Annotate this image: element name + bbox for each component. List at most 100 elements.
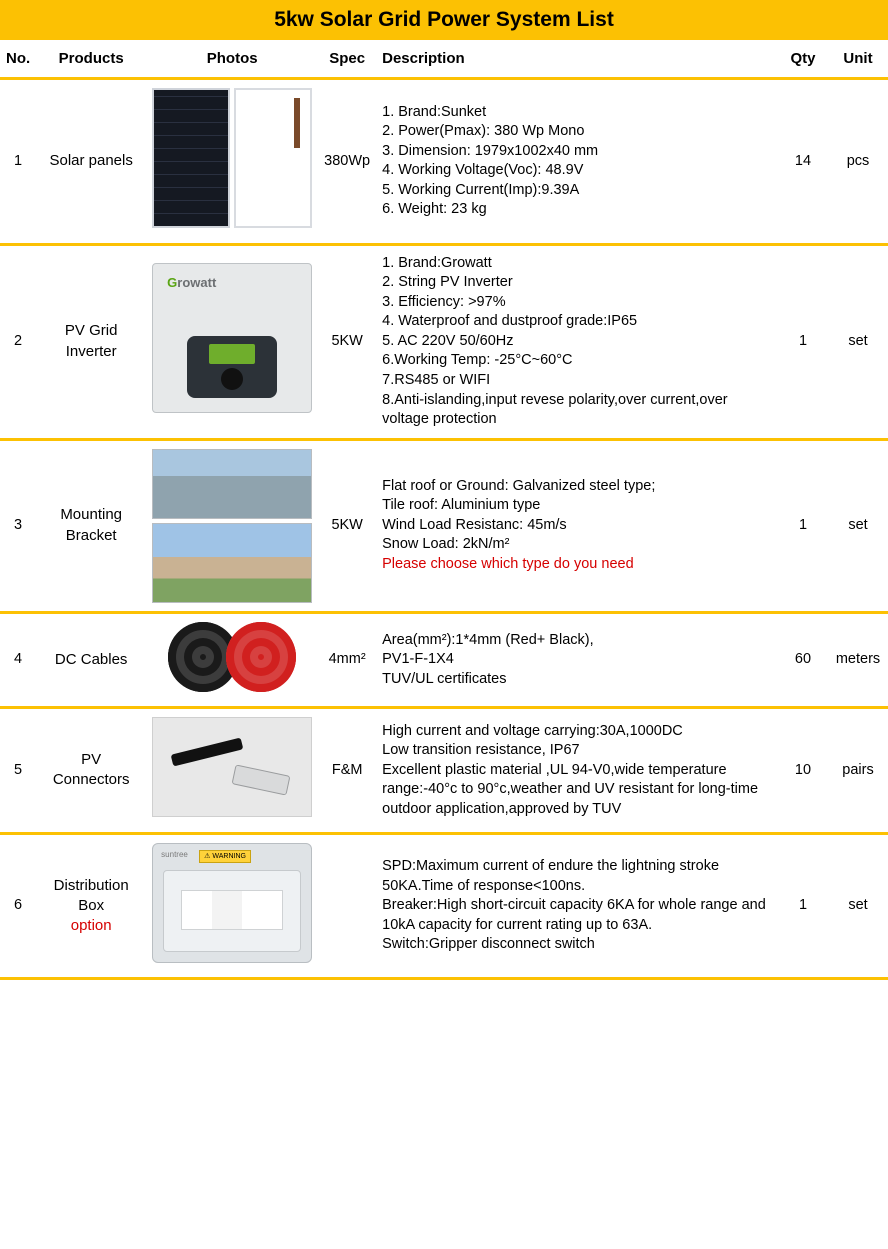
page-title: 5kw Solar Grid Power System List [0, 0, 888, 40]
table-row: 5 PV Connectors F&M High current and vol… [0, 708, 888, 834]
cell-qty: 1 [778, 833, 828, 979]
cell-photo [146, 612, 318, 708]
cell-photo [146, 439, 318, 612]
product-photo [152, 717, 312, 817]
warning-badge: ⚠ WARNING [199, 850, 251, 863]
mounting-ground-icon [152, 449, 312, 519]
cell-unit: pairs [828, 708, 888, 834]
cell-no: 6 [0, 833, 36, 979]
description-line: Excellent plastic material ,UL 94-V0,wid… [382, 761, 772, 820]
cell-description: Area(mm²):1*4mm (Red+ Black),PV1-F-1X4TU… [376, 612, 778, 708]
cell-qty: 10 [778, 708, 828, 834]
table-row: 4 DC Cables 4mm² Area(mm²):1*4mm (Red+ B… [0, 612, 888, 708]
cell-spec: F&M [318, 708, 376, 834]
description-line: 3. Efficiency: >97% [382, 293, 772, 313]
product-photo [174, 622, 290, 692]
product-option-label: option [71, 917, 112, 934]
cell-spec: 5KW [318, 244, 376, 439]
table-header-row: No. Products Photos Spec Description Qty… [0, 40, 888, 79]
col-unit: Unit [828, 40, 888, 79]
description-line: Snow Load: 2kN/m² [382, 535, 772, 555]
cell-unit: meters [828, 612, 888, 708]
description-line: Wind Load Resistanc: 45m/s [382, 516, 772, 536]
cell-no: 3 [0, 439, 36, 612]
description-line: 7.RS485 or WIFI [382, 371, 772, 391]
cell-product: Distribution Box option [36, 833, 146, 979]
cable-red-icon [226, 622, 296, 692]
cell-unit: set [828, 244, 888, 439]
cell-spec: 380Wp [318, 79, 376, 245]
inverter-icon: Growatt [152, 263, 312, 413]
solar-panel-icon [152, 88, 230, 228]
cell-product: DC Cables [36, 612, 146, 708]
pv-connector-icon [152, 717, 312, 817]
cell-spec [318, 833, 376, 979]
description-line: 1. Brand:Sunket [382, 103, 772, 123]
cell-photo: Growatt [146, 244, 318, 439]
cell-qty: 1 [778, 244, 828, 439]
description-line: Low transition resistance, IP67 [382, 741, 772, 761]
cell-no: 1 [0, 79, 36, 245]
cell-no: 5 [0, 708, 36, 834]
table-row: 2 PV Grid Inverter Growatt 5KW 1. Brand:… [0, 244, 888, 439]
product-name: Solar panels [49, 152, 132, 169]
product-photo: Growatt [152, 263, 312, 413]
description-line: Flat roof or Ground: Galvanized steel ty… [382, 477, 772, 497]
col-photos: Photos [146, 40, 318, 79]
cell-photo [146, 708, 318, 834]
description-line: Tile roof: Aluminium type [382, 496, 772, 516]
product-name: Mounting Bracket [60, 506, 122, 543]
col-description: Description [376, 40, 778, 79]
col-no: No. [0, 40, 36, 79]
solar-panel-back-icon [234, 88, 312, 228]
table-row: 3 Mounting Bracket 5KW Flat roof or Grou… [0, 439, 888, 612]
cell-product: Mounting Bracket [36, 439, 146, 612]
product-name: Distribution Box [54, 877, 129, 914]
product-name: PV Grid Inverter [65, 322, 118, 359]
cell-unit: set [828, 833, 888, 979]
cell-spec: 4mm² [318, 612, 376, 708]
table-row: 1 Solar panels 380Wp 1. Brand:Sunket2. P… [0, 79, 888, 245]
col-spec: Spec [318, 40, 376, 79]
description-line: 1. Brand:Growatt [382, 254, 772, 274]
description-line: PV1-F-1X4 [382, 650, 772, 670]
cell-unit: pcs [828, 79, 888, 245]
distribution-box-icon: suntree ⚠ WARNING [152, 843, 312, 963]
description-line: Breaker:High short-circuit capacity 6KA … [382, 896, 772, 935]
description-line: High current and voltage carrying:30A,10… [382, 722, 772, 742]
description-line: Area(mm²):1*4mm (Red+ Black), [382, 631, 772, 651]
description-line: 5. Working Current(Imp):9.39A [382, 181, 772, 201]
cell-no: 4 [0, 612, 36, 708]
cell-unit: set [828, 439, 888, 612]
product-photo [152, 449, 312, 603]
mounting-roof-icon [152, 523, 312, 603]
col-products: Products [36, 40, 146, 79]
description-line: SPD:Maximum current of endure the lightn… [382, 857, 772, 896]
inverter-brand-label: Growatt [167, 274, 216, 292]
description-line: 3. Dimension: 1979x1002x40 mm [382, 142, 772, 162]
product-name: PV Connectors [53, 751, 130, 788]
distbox-brand-label: suntree [161, 850, 188, 861]
description-line: TUV/UL certificates [382, 670, 772, 690]
cell-qty: 14 [778, 79, 828, 245]
product-name: DC Cables [55, 651, 128, 668]
col-qty: Qty [778, 40, 828, 79]
cell-no: 2 [0, 244, 36, 439]
cell-description: Flat roof or Ground: Galvanized steel ty… [376, 439, 778, 612]
description-line: 2. Power(Pmax): 380 Wp Mono [382, 122, 772, 142]
description-note: Please choose which type do you need [382, 555, 772, 575]
cell-description: 1. Brand:Growatt2. String PV Inverter3. … [376, 244, 778, 439]
description-line: 6.Working Temp: -25°C~60°C [382, 351, 772, 371]
product-photo: suntree ⚠ WARNING [152, 843, 312, 963]
cell-photo [146, 79, 318, 245]
description-line: 6. Weight: 23 kg [382, 200, 772, 220]
description-line: 8.Anti-islanding,input revese polarity,o… [382, 391, 772, 430]
system-list-table: No. Products Photos Spec Description Qty… [0, 40, 888, 980]
description-line: 5. AC 220V 50/60Hz [382, 332, 772, 352]
cell-description: High current and voltage carrying:30A,10… [376, 708, 778, 834]
cell-description: SPD:Maximum current of endure the lightn… [376, 833, 778, 979]
description-line: 2. String PV Inverter [382, 273, 772, 293]
cell-photo: suntree ⚠ WARNING [146, 833, 318, 979]
cell-product: PV Grid Inverter [36, 244, 146, 439]
cell-product: Solar panels [36, 79, 146, 245]
